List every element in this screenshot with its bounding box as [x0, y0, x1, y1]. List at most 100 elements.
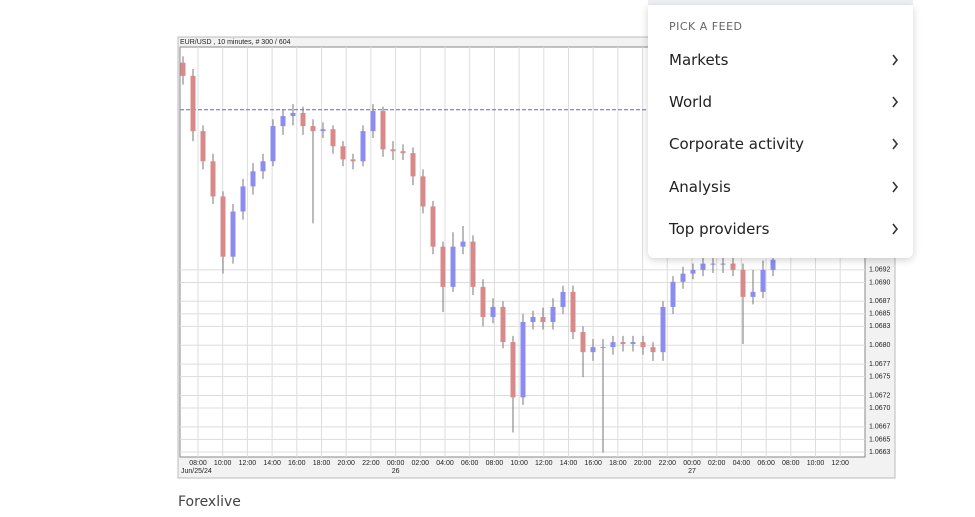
menu-item[interactable]: Markets — [669, 45, 899, 75]
x-tick-label: 06:00 — [757, 460, 775, 467]
x-tick-label: 02:00 — [708, 460, 726, 467]
candle-body — [670, 281, 676, 307]
candle-body — [550, 306, 556, 323]
y-tick-label: 1.0677 — [869, 361, 891, 368]
x-tick-label: 22:00 — [659, 460, 677, 467]
y-tick-label: 1.0680 — [869, 342, 891, 349]
y-tick-label: 1.0663 — [869, 449, 891, 456]
menu-item-label: Analysis — [669, 177, 731, 196]
y-tick-label: 1.0685 — [869, 311, 891, 318]
candle-body — [510, 342, 516, 398]
candle-body — [640, 342, 646, 348]
x-date-label: 26 — [392, 468, 400, 475]
candle-body — [500, 306, 506, 343]
x-date-label: 27 — [688, 468, 696, 475]
x-tick-label: 14:00 — [560, 460, 578, 467]
x-tick-label: 02:00 — [412, 460, 430, 467]
candle-body — [490, 306, 496, 317]
candle-body — [590, 347, 596, 353]
x-tick-label: 16:00 — [584, 460, 602, 467]
menu-item-label: Top providers — [669, 219, 770, 238]
candle-body — [660, 306, 666, 353]
chevron — [892, 181, 899, 193]
candle-body — [400, 151, 406, 154]
y-tick-label: 1.0683 — [869, 323, 891, 330]
menu-top — [648, 0, 913, 5]
chevron-path — [892, 138, 899, 150]
candle-body — [610, 342, 616, 348]
candle-body — [340, 146, 346, 160]
chevron-path — [892, 96, 899, 108]
x-tick-label: 18:00 — [313, 460, 331, 467]
candle-body — [720, 263, 726, 265]
candle-body — [630, 342, 636, 344]
candle-body — [730, 263, 736, 270]
candle-body — [580, 332, 586, 353]
candle-body — [290, 112, 296, 117]
menu-item[interactable]: Corporate activity — [669, 129, 899, 159]
x-tick-label: 12:00 — [535, 460, 553, 467]
candle-body — [680, 273, 686, 282]
feed-menu: PICK A FEED Markets World Corporate activi… — [648, 5, 913, 258]
candle-body — [210, 161, 216, 197]
candle-body — [770, 259, 776, 270]
candle-body — [750, 291, 756, 297]
candle-body — [410, 153, 416, 177]
candle-body — [330, 129, 336, 147]
y-tick-label: 1.0670 — [869, 405, 891, 412]
candle-body — [390, 149, 396, 152]
x-tick-label: 06:00 — [461, 460, 479, 467]
candle-body — [620, 342, 626, 344]
source-label: Forexlive — [178, 494, 241, 510]
candle-body — [270, 126, 276, 162]
x-tick-label: 16:00 — [288, 460, 306, 467]
menu-item[interactable]: World — [669, 87, 899, 117]
chevron — [892, 223, 899, 235]
menu-item-label: Markets — [669, 51, 729, 69]
x-tick-label: 12:00 — [239, 460, 257, 467]
candle-body — [190, 75, 196, 132]
y-tick-label: 1.0690 — [869, 279, 891, 286]
chevron — [892, 138, 899, 150]
y-tick-label: 1.0667 — [869, 424, 891, 431]
x-tick-label: 04:00 — [436, 460, 454, 467]
x-tick-label: 12:00 — [831, 460, 849, 467]
menu-item[interactable]: Top providers — [669, 214, 899, 244]
candle-body — [530, 316, 536, 323]
x-tick-label: 00:00 — [683, 460, 701, 467]
candle-body — [250, 171, 256, 187]
candle-body — [470, 241, 476, 287]
candle-body — [380, 111, 386, 150]
menu-item[interactable]: Analysis — [669, 172, 899, 202]
x-tick-label: 10:00 — [510, 460, 528, 467]
y-tick-label: 1.0675 — [869, 373, 891, 380]
candle-body — [420, 176, 426, 207]
x-tick-label: 04:00 — [733, 460, 751, 467]
candle-body — [700, 263, 706, 270]
candle-body — [440, 246, 446, 287]
candle-body — [740, 269, 746, 297]
y-tick-label: 1.0665 — [869, 436, 891, 443]
x-tick-label: 20:00 — [337, 460, 355, 467]
x-tick-label: 08:00 — [189, 460, 207, 467]
x-tick-label: 08:00 — [782, 460, 800, 467]
candle-body — [570, 291, 576, 333]
chart-title: EUR/USD , 10 minutes, # 300 / 604 — [180, 39, 291, 46]
candle-body — [600, 347, 606, 349]
x-tick-label: 10:00 — [214, 460, 232, 467]
candle-body — [460, 241, 466, 247]
x-tick-label: 00:00 — [387, 460, 405, 467]
candle-body — [320, 129, 326, 132]
candle-body — [300, 112, 306, 127]
x-tick-label: 08:00 — [486, 460, 504, 467]
candle-body — [240, 186, 246, 212]
candle-body — [310, 126, 316, 132]
candle-body — [220, 196, 226, 257]
x-date-label: Jun/25/24 — [181, 468, 212, 475]
chevron — [892, 96, 899, 108]
candle-body — [230, 211, 236, 257]
candle-body — [650, 347, 656, 353]
candle-body — [350, 159, 356, 162]
y-tick-label: 1.0692 — [869, 267, 891, 274]
